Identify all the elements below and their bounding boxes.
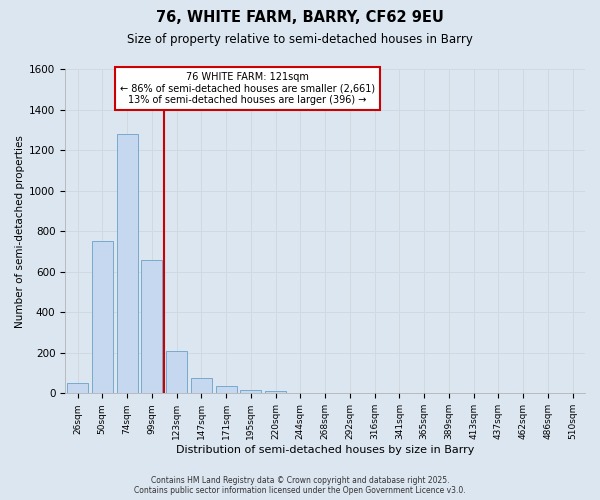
Text: 76, WHITE FARM, BARRY, CF62 9EU: 76, WHITE FARM, BARRY, CF62 9EU bbox=[156, 10, 444, 25]
X-axis label: Distribution of semi-detached houses by size in Barry: Distribution of semi-detached houses by … bbox=[176, 445, 474, 455]
Bar bbox=[265, 392, 286, 394]
Bar bbox=[116, 134, 137, 394]
Y-axis label: Number of semi-detached properties: Number of semi-detached properties bbox=[15, 134, 25, 328]
Bar bbox=[92, 242, 113, 394]
Text: 76 WHITE FARM: 121sqm
← 86% of semi-detached houses are smaller (2,661)
13% of s: 76 WHITE FARM: 121sqm ← 86% of semi-deta… bbox=[119, 72, 374, 106]
Bar bbox=[67, 383, 88, 394]
Text: Contains HM Land Registry data © Crown copyright and database right 2025.
Contai: Contains HM Land Registry data © Crown c… bbox=[134, 476, 466, 495]
Bar bbox=[166, 351, 187, 394]
Text: Size of property relative to semi-detached houses in Barry: Size of property relative to semi-detach… bbox=[127, 32, 473, 46]
Bar bbox=[240, 390, 262, 394]
Bar bbox=[191, 378, 212, 394]
Bar bbox=[141, 260, 163, 394]
Bar bbox=[215, 386, 236, 394]
